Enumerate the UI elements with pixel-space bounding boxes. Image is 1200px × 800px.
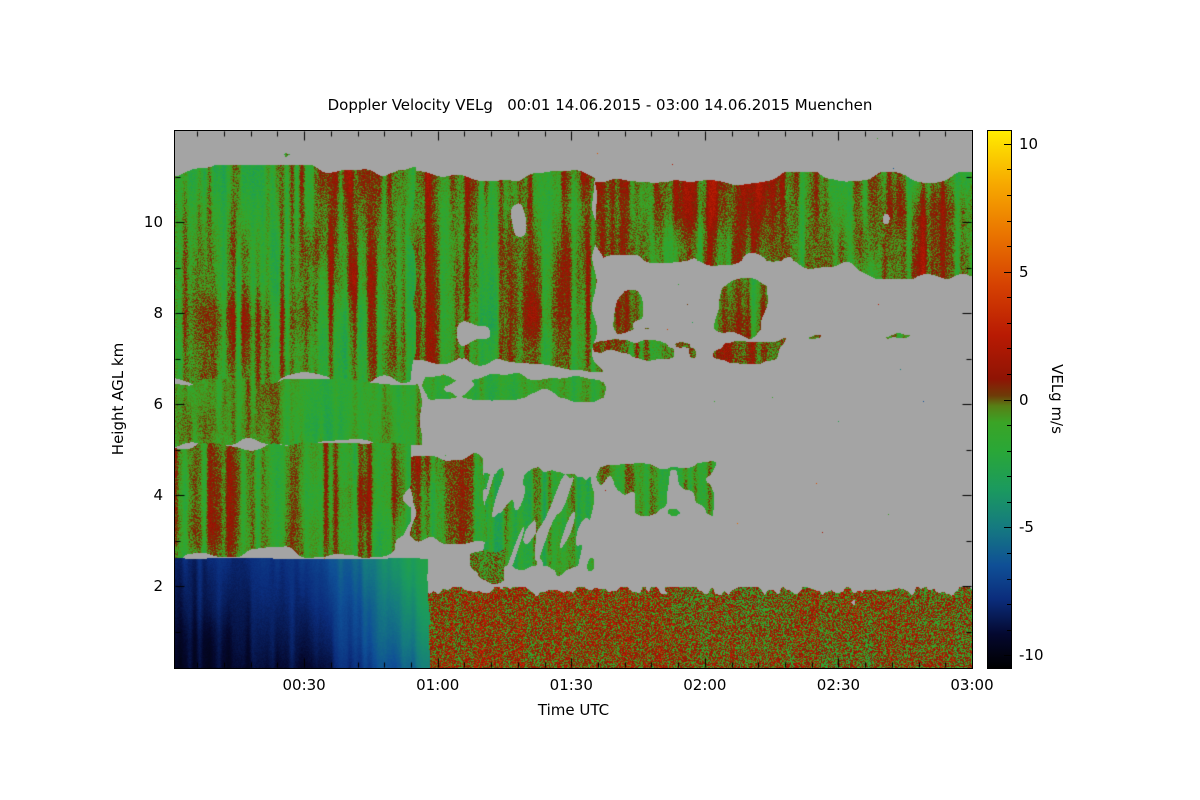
colorbar-tick-mark bbox=[1004, 400, 1011, 401]
plot-frame bbox=[174, 130, 973, 669]
y-axis-label: Height AGL km bbox=[109, 342, 127, 456]
colorbar-tick-mark bbox=[1004, 144, 1011, 145]
colorbar-minor-tick-mark bbox=[1007, 604, 1011, 605]
colorbar-minor-tick-mark bbox=[1007, 195, 1011, 196]
y-tick-label: 2 bbox=[153, 577, 163, 596]
velocity-heatmap bbox=[175, 131, 972, 668]
colorbar-minor-tick-mark bbox=[1007, 502, 1011, 503]
x-tick-label: 01:00 bbox=[416, 676, 460, 694]
x-tick-label: 02:30 bbox=[816, 676, 861, 694]
colorbar-tick-label: -5 bbox=[1019, 518, 1034, 537]
colorbar-minor-tick-mark bbox=[1007, 297, 1011, 298]
y-tick-label: 10 bbox=[143, 213, 163, 232]
colorbar-minor-tick-mark bbox=[1007, 169, 1011, 170]
colorbar-minor-tick-mark bbox=[1007, 476, 1011, 477]
colorbar-tick-label: 10 bbox=[1019, 134, 1039, 153]
colorbar-label: VELg m/s bbox=[1048, 364, 1066, 434]
colorbar-minor-tick-mark bbox=[1007, 374, 1011, 375]
colorbar-tick-label: 5 bbox=[1019, 262, 1029, 281]
colorbar-frame bbox=[987, 130, 1012, 669]
x-tick-label: 03:00 bbox=[950, 676, 994, 694]
colorbar-minor-tick-mark bbox=[1007, 451, 1011, 452]
colorbar-tick-mark bbox=[1004, 527, 1011, 528]
y-tick-label: 6 bbox=[153, 395, 163, 414]
colorbar-minor-tick-mark bbox=[1007, 425, 1011, 426]
y-tick-label: 8 bbox=[153, 304, 163, 323]
colorbar-minor-tick-mark bbox=[1007, 323, 1011, 324]
colorbar-tick-label: 0 bbox=[1019, 390, 1029, 409]
colorbar-tick-mark bbox=[1004, 272, 1011, 273]
page-title: Doppler Velocity VELg 00:01 14.06.2015 -… bbox=[327, 96, 873, 114]
colorbar-gradient bbox=[988, 131, 1011, 668]
x-tick-label: 02:00 bbox=[683, 676, 727, 694]
colorbar-tick-mark bbox=[1004, 655, 1011, 656]
colorbar-minor-tick-mark bbox=[1007, 246, 1011, 247]
colorbar-minor-tick-mark bbox=[1007, 553, 1011, 554]
x-tick-label: 01:30 bbox=[549, 676, 593, 694]
colorbar-tick-label: -10 bbox=[1019, 646, 1044, 665]
colorbar-minor-tick-mark bbox=[1007, 579, 1011, 580]
colorbar-minor-tick-mark bbox=[1007, 348, 1011, 349]
x-tick-label: 00:30 bbox=[282, 676, 326, 694]
colorbar-minor-tick-mark bbox=[1007, 221, 1011, 222]
x-axis-label: Time UTC bbox=[537, 701, 610, 719]
y-tick-label: 4 bbox=[153, 486, 163, 505]
colorbar-minor-tick-mark bbox=[1007, 630, 1011, 631]
